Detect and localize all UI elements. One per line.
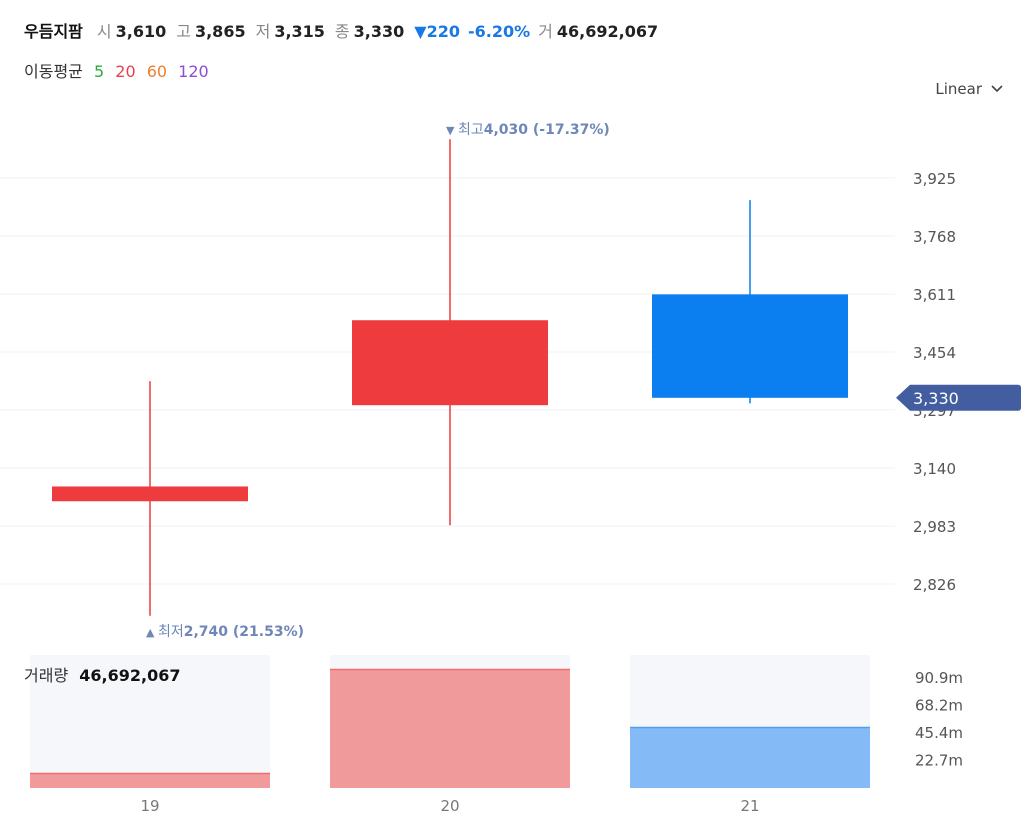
- price-tick-label: 3,768: [913, 228, 956, 246]
- change-value: ▼220: [414, 22, 460, 41]
- marker-arrow-icon: ▲: [146, 626, 158, 639]
- volume-label: 거: [538, 22, 553, 41]
- price-tick-label: 2,983: [913, 518, 956, 536]
- close-value: 3,330: [353, 22, 405, 41]
- change-arrow-icon: ▼: [414, 22, 427, 41]
- high-value: 3,865: [194, 22, 246, 41]
- low-label: 저: [255, 22, 271, 41]
- marker-label: 최저: [158, 624, 184, 640]
- volume-tick-label: 22.7m: [915, 752, 963, 770]
- volume-bar: [30, 773, 270, 788]
- volume-panel-value: 46,692,067: [79, 666, 181, 685]
- price-tick-label: 2,826: [913, 576, 956, 594]
- volume-tick-label: 90.9m: [915, 669, 963, 687]
- volume-bar: [330, 669, 570, 788]
- low-value: 3,315: [274, 22, 325, 41]
- stock-name: 우듬지팜: [24, 22, 83, 41]
- price-tick-label: 3,140: [913, 460, 956, 478]
- close-label: 종: [334, 22, 350, 41]
- scale-dropdown[interactable]: Linear: [935, 80, 1004, 98]
- moving-average-label: 이동평균: [24, 62, 83, 81]
- volume-bar: [630, 727, 870, 788]
- chevron-down-icon: [991, 85, 1003, 93]
- volume-tick-label: 45.4m: [915, 724, 963, 742]
- date-tick-label: 20: [440, 797, 459, 815]
- price-summary: 우듬지팜 시 3,610 고 3,865 저 3,315 종 3,330 ▼22…: [24, 18, 668, 42]
- volume-value: 46,692,067: [556, 22, 659, 41]
- ma-60[interactable]: 60: [146, 62, 168, 81]
- ma-20[interactable]: 20: [115, 62, 136, 81]
- volume-tick-label: 68.2m: [915, 697, 963, 715]
- marker-value: 2,740 (21.53%): [184, 624, 304, 640]
- price-tick-label: 3,454: [913, 344, 956, 362]
- extreme-markers: ▼ 최고4,030 (-17.37%) ▲ 최저2,740 (21.53%): [146, 122, 610, 640]
- marker-label: 최고: [458, 122, 484, 138]
- date-tick-label: 21: [740, 797, 759, 815]
- candle-body: [52, 486, 248, 502]
- volume-panel-label: 거래량: [24, 666, 69, 685]
- volume-panel-title: 거래량 46,692,067: [24, 662, 180, 686]
- candles: [52, 139, 848, 616]
- extreme-marker: ▼ 최고4,030 (-17.37%): [446, 122, 610, 138]
- date-axis: 19 20 21: [140, 797, 759, 815]
- candle-body: [652, 294, 848, 398]
- change-percent: -6.20%: [467, 22, 531, 41]
- volume-panel: 90.9m 68.2m 45.4m 22.7m: [30, 655, 963, 788]
- moving-average-legend[interactable]: 이동평균 5 20 60 120: [24, 58, 215, 82]
- price-tick-label: 3,611: [913, 286, 956, 304]
- extreme-marker: ▲ 최저2,740 (21.53%): [146, 624, 304, 640]
- current-price-tag: 3,330: [896, 384, 1021, 411]
- candle-body: [352, 320, 548, 406]
- price-tick-label: 3,925: [913, 170, 956, 188]
- ma-5[interactable]: 5: [93, 62, 105, 81]
- current-price-badge: [896, 384, 1021, 411]
- marker-value: 4,030 (-17.37%): [484, 122, 610, 138]
- date-tick-label: 19: [140, 797, 159, 815]
- ma-120[interactable]: 120: [178, 62, 209, 81]
- volume-column-bg: [30, 655, 270, 788]
- marker-arrow-icon: ▼: [446, 124, 458, 137]
- current-price-label: 3,330: [913, 389, 959, 408]
- open-label: 시: [96, 22, 112, 41]
- open-value: 3,610: [115, 22, 167, 41]
- high-label: 고: [176, 22, 191, 41]
- scale-dropdown-label: Linear: [935, 80, 982, 98]
